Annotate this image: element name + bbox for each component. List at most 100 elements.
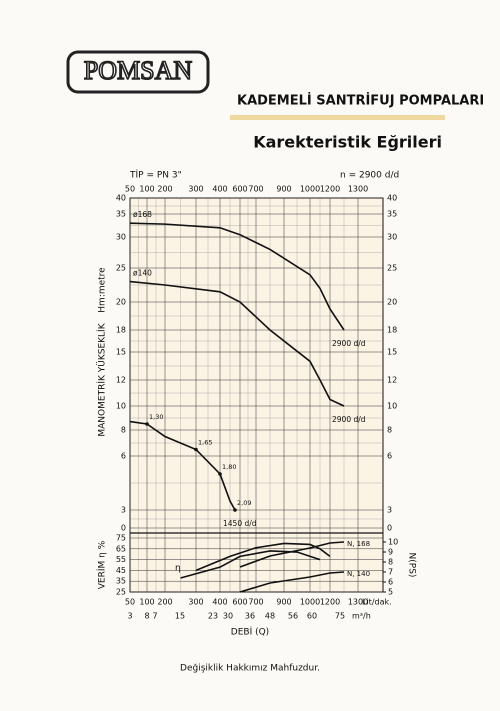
rule — [230, 115, 445, 120]
lower-y-tick-label: 55 — [116, 555, 126, 564]
lower-y-label: VERİM η % — [97, 540, 108, 589]
x-top-tick-label: 900 — [276, 185, 291, 194]
lower-y2-tick-label: 9 — [388, 548, 393, 557]
head-curve — [129, 280, 345, 407]
y-right-tick-label: 40 — [387, 194, 397, 203]
x2-tick-label: 7 — [152, 612, 157, 621]
x-label: DEBİ (Q) — [231, 627, 269, 638]
x2-tick-label: 60 — [307, 612, 317, 621]
lower-y2-label: N(PS) — [407, 553, 417, 578]
y-right-tick-label: 15 — [387, 348, 397, 357]
x2-tick-label: 23 — [208, 612, 218, 621]
lower-y-tick-label: 25 — [116, 588, 126, 597]
y-tick-label: 30 — [116, 233, 126, 242]
x-top-tick-label: 600 — [232, 185, 247, 194]
y-right-tick-label: 6 — [387, 452, 392, 461]
y-tick-label: 40 — [116, 194, 126, 203]
x-top-tick-label: 100 — [139, 185, 154, 194]
annotation-dot — [218, 472, 222, 476]
lower-curve — [239, 571, 345, 593]
x-tick-label: 400 — [212, 598, 227, 607]
y-tick-label: 3 — [121, 506, 126, 515]
y-unit: Hm:metre — [98, 267, 108, 313]
y-tick-label: 6 — [121, 452, 126, 461]
lower-y-tick-label: 45 — [116, 566, 126, 575]
y-label: MANOMETRİK YÜKSEKLİK — [97, 322, 108, 436]
x2-tick-label: 75 — [335, 612, 345, 621]
impeller-label: ø168 — [133, 210, 152, 219]
lower-y-tick-label: 65 — [116, 544, 126, 553]
x2-tick-label: 8 — [144, 612, 149, 621]
plot-area — [129, 197, 384, 593]
y-tick-label: 12 — [116, 376, 126, 385]
y-right-tick-label: 35 — [387, 210, 397, 219]
x-tick-label: 200 — [157, 598, 172, 607]
y-tick-label: 35 — [116, 210, 126, 219]
x-tick-label: 1000 — [300, 598, 320, 607]
annotation: 1,80 — [222, 463, 236, 471]
lower-y-tick-label: 35 — [116, 577, 126, 586]
y-tick-label: 0 — [121, 524, 126, 533]
y-tick-label: 15 — [116, 348, 126, 357]
x-top-tick-label: 400 — [212, 185, 227, 194]
series-label: 2900 d/d — [332, 339, 366, 348]
y-tick-label: 25 — [116, 264, 126, 273]
y-right-tick-label: 18 — [387, 326, 397, 335]
x2-tick-label: 3 — [127, 612, 132, 621]
lower-y2-tick-label: 6 — [388, 578, 393, 587]
x-top-tick-label: 700 — [248, 185, 263, 194]
series-label: 1450 d/d — [223, 519, 257, 528]
y-right-tick-label: 20 — [387, 298, 397, 307]
x-tick-label: 300 — [188, 598, 203, 607]
x2-tick-label: 48 — [265, 612, 275, 621]
lower-y2-tick-label: 10 — [388, 538, 398, 547]
x-tick-label: 900 — [276, 598, 291, 607]
series-label: 2900 d/d — [332, 415, 366, 424]
lower-curve — [195, 542, 331, 572]
annotation-dot — [145, 422, 149, 426]
x2-tick-label: 30 — [223, 612, 233, 621]
lower-curve — [239, 541, 345, 568]
subtitle: KADEMELİ SANTRİFUJ POMPALARI — [237, 93, 484, 109]
speed-label: n = 2900 d/d — [340, 171, 399, 181]
x-top-tick-label: 1200 — [320, 185, 340, 194]
series-label: N, 140 — [347, 570, 370, 578]
y-right-tick-label: 8 — [387, 426, 392, 435]
x-top-tick-label: 1300 — [348, 185, 368, 194]
series-label: N, 168 — [347, 540, 370, 548]
x-tick-label: 50 — [125, 598, 135, 607]
y-tick-label: 8 — [121, 426, 126, 435]
x2-tick-label: 36 — [245, 612, 255, 621]
eta-label: η — [175, 564, 181, 574]
lower-curve — [180, 550, 321, 579]
x2-tick-label: 56 — [288, 612, 298, 621]
y-right-tick-label: 12 — [387, 376, 397, 385]
x-top-tick-label: 200 — [157, 185, 172, 194]
y-right-tick-label: 30 — [387, 233, 397, 242]
annotation: 1,65 — [198, 439, 212, 447]
impeller-label: ø140 — [133, 269, 152, 278]
y-right-tick-label: 3 — [387, 506, 392, 515]
x-tick-label: 100 — [139, 598, 154, 607]
lower-y2-tick-label: 5 — [388, 588, 393, 597]
logo-frame — [66, 50, 210, 94]
x-tick-label: 700 — [248, 598, 263, 607]
annotation: 2,09 — [237, 499, 251, 507]
logo: POMSAN — [84, 56, 193, 85]
x-top-tick-label: 300 — [188, 185, 203, 194]
y-tick-label: 18 — [116, 326, 126, 335]
annotation-dot — [233, 508, 237, 512]
lower-y2-tick-label: 8 — [388, 558, 393, 567]
x2-tick-label: 15 — [175, 612, 185, 621]
x2-unit: m³/h — [352, 612, 371, 621]
y-tick-label: 20 — [116, 298, 126, 307]
x-unit: Lit/dak. — [362, 598, 392, 607]
y-right-tick-label: 10 — [387, 402, 397, 411]
x-top-tick-label: 50 — [125, 185, 135, 194]
lower-y-tick-label: 75 — [116, 534, 126, 543]
footer: Değişiklik Hakkımız Mahfuzdur. — [180, 664, 320, 674]
type-label: TİP = PN 3" — [129, 170, 182, 181]
annotation-dot — [194, 447, 198, 452]
y-right-tick-label: 0 — [387, 524, 392, 533]
